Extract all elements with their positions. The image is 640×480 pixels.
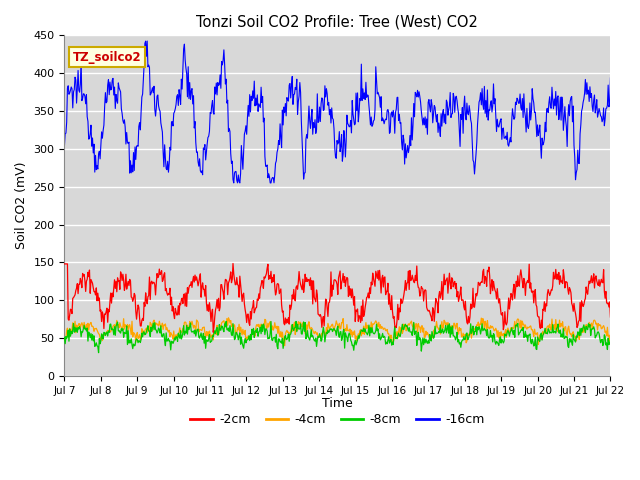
X-axis label: Time: Time xyxy=(322,397,353,410)
-4cm xyxy=(211,330,219,336)
-4cm xyxy=(281,343,289,348)
-8cm xyxy=(95,350,102,356)
-4cm xyxy=(225,315,232,321)
-16cm xyxy=(143,38,151,44)
-8cm xyxy=(70,329,78,335)
Legend: -2cm, -4cm, -8cm, -16cm: -2cm, -4cm, -8cm, -16cm xyxy=(186,408,490,431)
-2cm xyxy=(421,287,429,293)
-16cm xyxy=(212,91,220,97)
-8cm xyxy=(421,340,429,346)
-16cm xyxy=(607,75,614,81)
-8cm xyxy=(183,323,191,328)
-8cm xyxy=(61,335,68,340)
-16cm xyxy=(61,144,68,149)
-4cm xyxy=(70,326,78,332)
Line: -16cm: -16cm xyxy=(65,41,611,183)
-2cm xyxy=(607,314,614,320)
-16cm xyxy=(70,86,78,92)
-4cm xyxy=(182,320,189,325)
-4cm xyxy=(127,327,134,333)
Line: -4cm: -4cm xyxy=(65,318,611,346)
-8cm xyxy=(222,319,230,324)
-16cm xyxy=(127,158,134,164)
-2cm xyxy=(229,261,237,266)
Line: -8cm: -8cm xyxy=(65,322,611,353)
-8cm xyxy=(212,331,220,336)
-16cm xyxy=(421,114,429,120)
Line: -2cm: -2cm xyxy=(65,264,611,332)
-2cm xyxy=(212,307,220,312)
-2cm xyxy=(405,287,413,292)
-16cm xyxy=(183,71,191,76)
-8cm xyxy=(127,336,135,342)
-2cm xyxy=(209,329,217,335)
-16cm xyxy=(230,180,237,186)
Text: TZ_soilco2: TZ_soilco2 xyxy=(72,51,141,64)
-8cm xyxy=(405,324,413,330)
Title: Tonzi Soil CO2 Profile: Tree (West) CO2: Tonzi Soil CO2 Profile: Tree (West) CO2 xyxy=(196,15,478,30)
Y-axis label: Soil CO2 (mV): Soil CO2 (mV) xyxy=(15,162,28,250)
-4cm xyxy=(405,322,413,328)
-4cm xyxy=(61,336,68,342)
-4cm xyxy=(421,334,429,340)
-8cm xyxy=(607,337,614,343)
-16cm xyxy=(405,145,413,151)
-2cm xyxy=(182,290,189,296)
-2cm xyxy=(61,261,68,267)
-4cm xyxy=(607,332,614,338)
-2cm xyxy=(127,278,134,284)
-2cm xyxy=(70,293,78,299)
